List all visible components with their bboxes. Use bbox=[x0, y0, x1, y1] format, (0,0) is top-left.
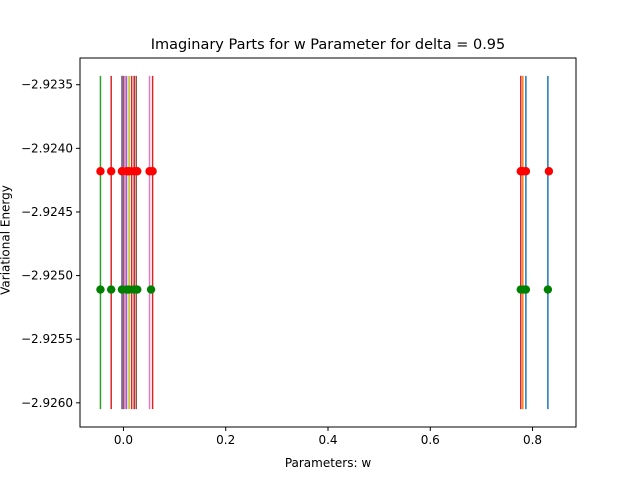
y-axis-ticks: −2.9260 −2.9255 −2.9250 −2.9245 −2.9240 −2.92… bbox=[21, 78, 80, 410]
red-point-0 bbox=[96, 167, 105, 176]
chart-title: Imaginary Parts for w Parameter for delt… bbox=[151, 37, 506, 53]
y-tick-label-1: −2.9255 bbox=[21, 332, 73, 346]
x-tick-label-2: 0.4 bbox=[318, 433, 337, 447]
x-tick-label-1: 0.2 bbox=[216, 433, 235, 447]
y-tick-label-4: −2.9240 bbox=[21, 141, 73, 155]
x-tick-label-0: 0.0 bbox=[114, 433, 133, 447]
green-point-0 bbox=[96, 285, 105, 294]
red-point-12 bbox=[544, 167, 554, 176]
red-point-1 bbox=[106, 167, 116, 176]
green-point-11 bbox=[543, 285, 553, 294]
x-tick-label-3: 0.6 bbox=[421, 433, 440, 447]
x-tick-label-4: 0.8 bbox=[523, 433, 542, 447]
red-point-11 bbox=[521, 167, 531, 176]
green-point-10 bbox=[521, 285, 531, 294]
green-point-6 bbox=[133, 285, 142, 294]
plot-frame bbox=[79, 57, 577, 428]
x-axis-label: Parameters: w bbox=[285, 456, 372, 470]
green-point-7 bbox=[146, 285, 156, 294]
plot-area bbox=[96, 75, 554, 410]
y-tick-label-5: −2.9235 bbox=[21, 78, 73, 92]
red-point-8 bbox=[148, 167, 157, 176]
green-point-1 bbox=[106, 285, 116, 294]
x-axis-ticks: 0.0 0.2 0.4 0.6 0.8 bbox=[114, 427, 542, 447]
y-axis-label: Variational Energy bbox=[0, 185, 13, 295]
y-tick-label-2: −2.9250 bbox=[21, 269, 73, 283]
y-tick-label-3: −2.9245 bbox=[21, 205, 73, 219]
red-point-6 bbox=[133, 167, 142, 176]
y-tick-label-0: −2.9260 bbox=[21, 396, 73, 410]
